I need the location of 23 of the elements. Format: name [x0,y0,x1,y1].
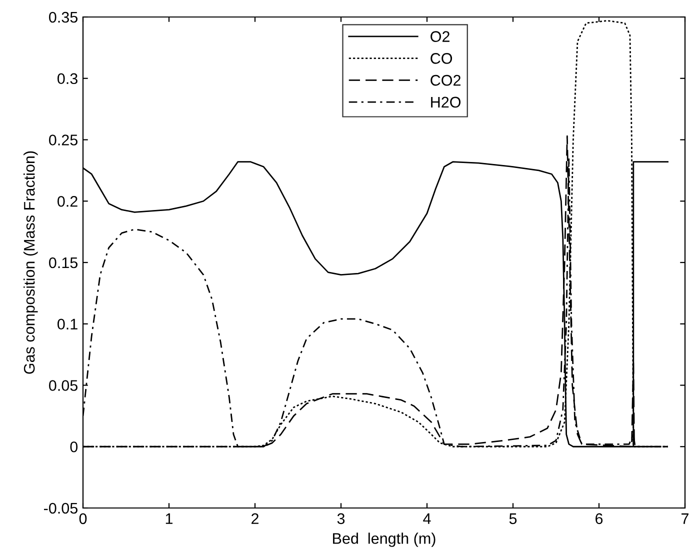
x-tick-label: 4 [423,513,431,524]
y-tick-label: 0.35 [49,12,78,23]
x-tick-label: 7 [682,513,688,524]
y-tick-label: 0 [70,441,78,452]
y-tick-label: 0.25 [49,134,78,146]
y-tick-label: 0.1 [58,318,78,330]
y-tick-label: 0.3 [58,73,78,84]
legend-label: O2 [430,31,450,42]
legend-label: CO [430,53,452,64]
x-axis-title: Bed length (m) [333,532,436,547]
legend-label: H2O [431,96,461,108]
x-tick-label: 6 [596,513,603,524]
x-tick-label: 3 [337,513,345,524]
legend-label: CO2 [430,74,460,86]
y-tick-label: 0.15 [49,257,78,268]
x-tick-label: 5 [509,513,517,524]
y-tick-label: 0.05 [49,380,78,391]
x-tick-label: 0 [79,513,87,524]
y-tick-label: -0.05 [44,502,78,514]
x-tick-label: 1 [166,513,173,524]
y-tick-label: 0.2 [58,196,78,207]
y-axis-title: Gas composition (Mass Fraction) [24,151,38,374]
x-tick-label: 2 [252,513,258,524]
